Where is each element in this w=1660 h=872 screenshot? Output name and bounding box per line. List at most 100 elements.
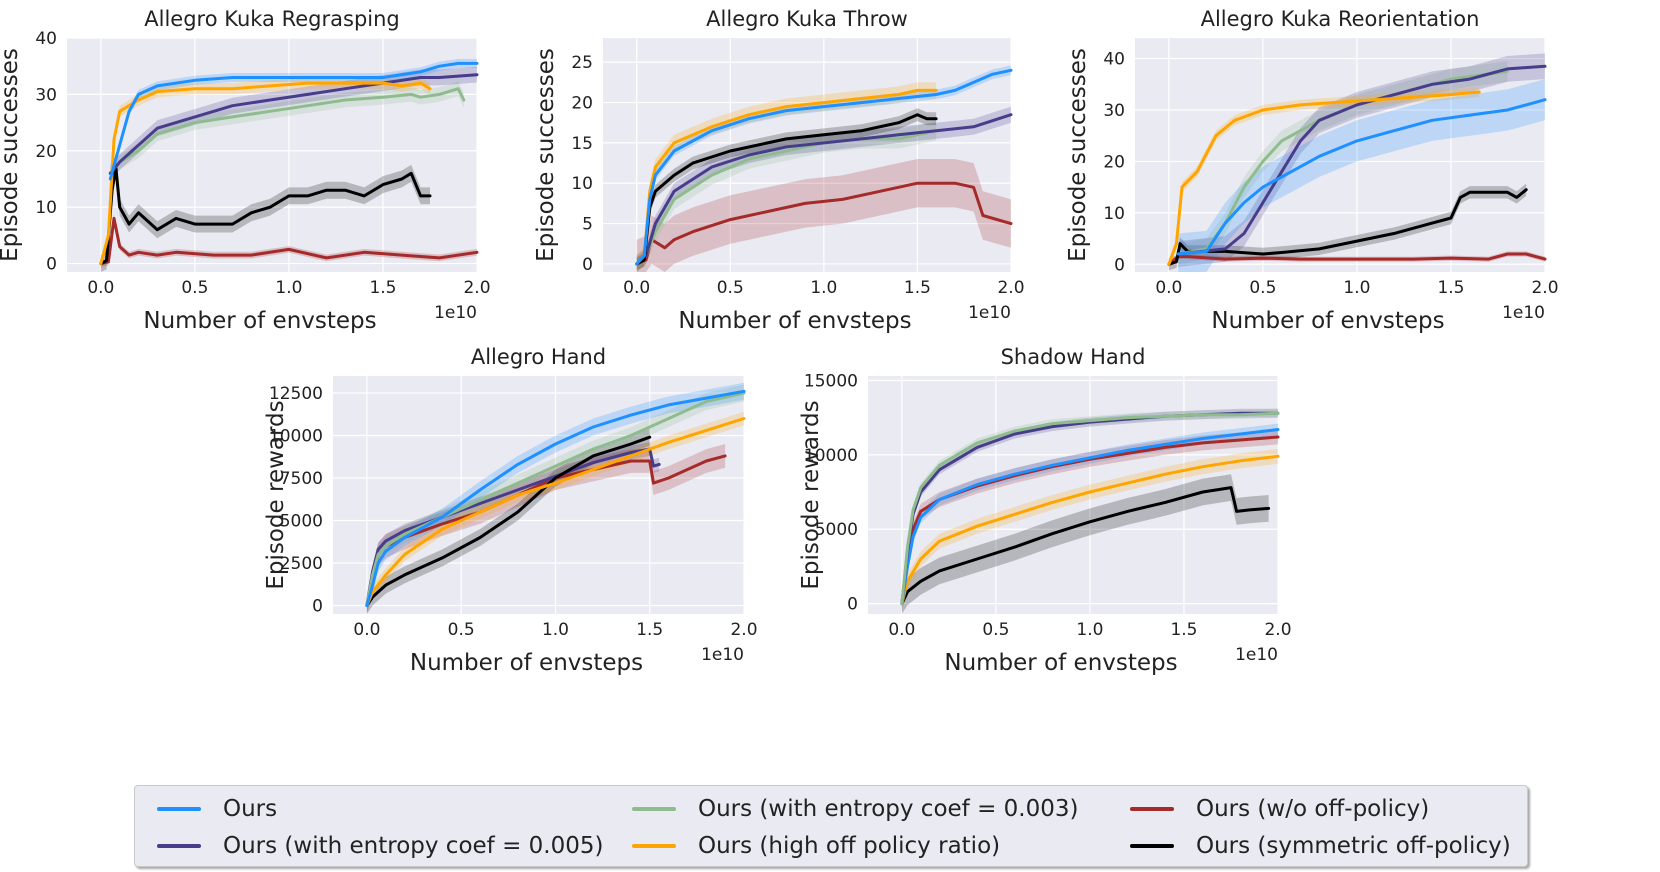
- chart-allegro-hand: 0.0 0.5 1.0 1.5 2.0 0 2500 5000 7500 10000 12500 1e…: [263, 345, 758, 676]
- x-offset-label: 1e10: [701, 645, 744, 665]
- chart-title: Shadow Hand: [1001, 345, 1146, 369]
- x-tick-label: 2.0: [1531, 278, 1558, 298]
- series-line-ours: [365, 389, 746, 607]
- x-tick-label: 0.5: [181, 278, 208, 298]
- y-tick-label: 20: [571, 94, 593, 114]
- series-line-high_off: [635, 88, 938, 266]
- x-axis-label: Number of envsteps: [410, 650, 643, 676]
- series-band-symmetric: [366, 428, 650, 614]
- series-line-high_off: [1167, 90, 1481, 266]
- y-tick-label: 20: [35, 142, 57, 162]
- legend-swatch-high-off-policy: [632, 844, 676, 848]
- legend-swatch-wo-off-policy: [1130, 807, 1174, 811]
- series-line-entropy003: [108, 87, 466, 175]
- x-tick-label: 1.0: [1343, 278, 1370, 298]
- legend-label-ours: Ours: [223, 796, 278, 822]
- x-tick-label: 1.5: [904, 278, 931, 298]
- series-band-entropy003: [110, 81, 464, 181]
- legend-item-high-off-policy: Ours (high off policy ratio): [632, 829, 1000, 863]
- legend-swatch-symmetric: [1130, 844, 1174, 848]
- legend: Ours Ours (with entropy coef = 0.005) Ou…: [134, 785, 1528, 867]
- x-offset-label: 1e10: [968, 303, 1011, 323]
- series-line-symmetric: [635, 113, 938, 266]
- x-tick-label: 0.5: [717, 278, 744, 298]
- y-tick-label: 0: [582, 255, 593, 275]
- legend-item-entropy-005: Ours (with entropy coef = 0.005): [157, 829, 603, 863]
- y-tick-label: 0: [847, 595, 858, 615]
- y-axis-label: Episode rewards: [798, 400, 824, 589]
- y-tick-label: 5: [582, 215, 593, 235]
- x-axis-label: Number of envsteps: [944, 650, 1177, 676]
- series-band-symmetric: [636, 108, 937, 271]
- x-offset-label: 1e10: [1502, 303, 1545, 323]
- series-band-ours: [1178, 79, 1545, 272]
- legend-swatch-entropy-005: [157, 844, 201, 848]
- series-line-symmetric: [99, 166, 432, 265]
- y-tick-label: 30: [35, 85, 57, 105]
- y-tick-label: 10000: [269, 427, 323, 447]
- chart-title: Allegro Kuka Reorientation: [1201, 7, 1480, 31]
- y-tick-label: 20: [1103, 152, 1125, 172]
- series-line-ours: [900, 428, 1280, 606]
- x-tick-label: 1.0: [810, 278, 837, 298]
- y-tick-label: 10: [1103, 204, 1125, 224]
- y-tick-label: 0: [1114, 255, 1125, 275]
- series-band-entropy005: [1178, 53, 1545, 267]
- y-axis-label: Episode successes: [0, 48, 23, 262]
- series-band-wo_off: [366, 444, 726, 614]
- x-axis-label: Number of envsteps: [143, 308, 376, 334]
- chart-allegro-kuka-throw: 0.0 0.5 1.0 1.5 2.0 0 5 10 15 20 25 1e10 Allegro Kuk…: [533, 7, 1025, 334]
- y-tick-label: 10: [35, 198, 57, 218]
- x-tick-label: 1.0: [275, 278, 302, 298]
- series-band-wo_off: [636, 159, 1011, 272]
- series-line-wo_off: [1167, 252, 1547, 266]
- legend-item-wo-off-policy: Ours (w/o off-policy): [1130, 792, 1429, 826]
- x-axis-label: Number of envsteps: [1211, 308, 1444, 334]
- series-line-ours: [108, 61, 479, 181]
- x-tick-label: 1.5: [1170, 620, 1197, 640]
- y-axis-label: Episode rewards: [263, 400, 289, 589]
- x-tick-label: 1.5: [369, 278, 396, 298]
- legend-swatch-entropy-003: [632, 807, 676, 811]
- y-tick-label: 40: [1103, 50, 1125, 70]
- chart-allegro-kuka-reorientation: 0.0 0.5 1.0 1.5 2.0 0 10 20 30 40 1e10 Allegro Kuka…: [1065, 7, 1559, 334]
- y-tick-label: 5000: [815, 520, 858, 540]
- chart-title: Allegro Hand: [471, 345, 606, 369]
- x-tick-label: 2.0: [463, 278, 490, 298]
- legend-swatch-ours: [157, 807, 201, 811]
- series-line-entropy005: [108, 73, 479, 175]
- chart-allegro-kuka-regrasping: 0.0 0.5 1.0 1.5 2.0 0 10 20 30 40 1e10 Allegro Kuka…: [0, 7, 491, 334]
- y-tick-label: 0: [46, 255, 57, 275]
- y-tick-label: 12500: [269, 384, 323, 404]
- x-tick-label: 1.5: [636, 620, 663, 640]
- y-tick-label: 2500: [280, 554, 323, 574]
- y-tick-label: 10000: [804, 446, 858, 466]
- x-tick-label: 1.0: [1076, 620, 1103, 640]
- series-line-entropy005: [635, 113, 1013, 266]
- x-tick-label: 0.5: [448, 620, 475, 640]
- y-axis-label: Episode successes: [1065, 48, 1091, 262]
- x-tick-label: 1.0: [542, 620, 569, 640]
- x-tick-label: 2.0: [730, 620, 757, 640]
- chart-title: Allegro Kuka Regrasping: [144, 7, 400, 31]
- legend-label-wo-off-policy: Ours (w/o off-policy): [1196, 796, 1430, 822]
- series-line-ours: [635, 68, 1013, 266]
- series-band-symmetric: [1168, 183, 1527, 271]
- legend-item-symmetric: Ours (symmetric off-policy): [1130, 829, 1511, 863]
- series-line-wo_off: [99, 216, 479, 265]
- x-tick-label: 0.0: [1155, 278, 1182, 298]
- series-band-symmetric: [901, 474, 1269, 614]
- y-tick-label: 5000: [280, 512, 323, 532]
- series-line-entropy003: [900, 411, 1280, 606]
- y-tick-label: 7500: [280, 469, 323, 489]
- x-tick-label: 0.5: [982, 620, 1009, 640]
- series-line-wo_off: [635, 181, 1013, 266]
- series-line-ours: [1176, 98, 1547, 256]
- x-tick-label: 0.0: [353, 620, 380, 640]
- series-line-high_off: [99, 81, 432, 265]
- series-band-high_off: [901, 448, 1278, 611]
- series-line-symmetric: [900, 486, 1271, 606]
- y-tick-label: 25: [571, 53, 593, 73]
- y-tick-label: 10: [571, 174, 593, 194]
